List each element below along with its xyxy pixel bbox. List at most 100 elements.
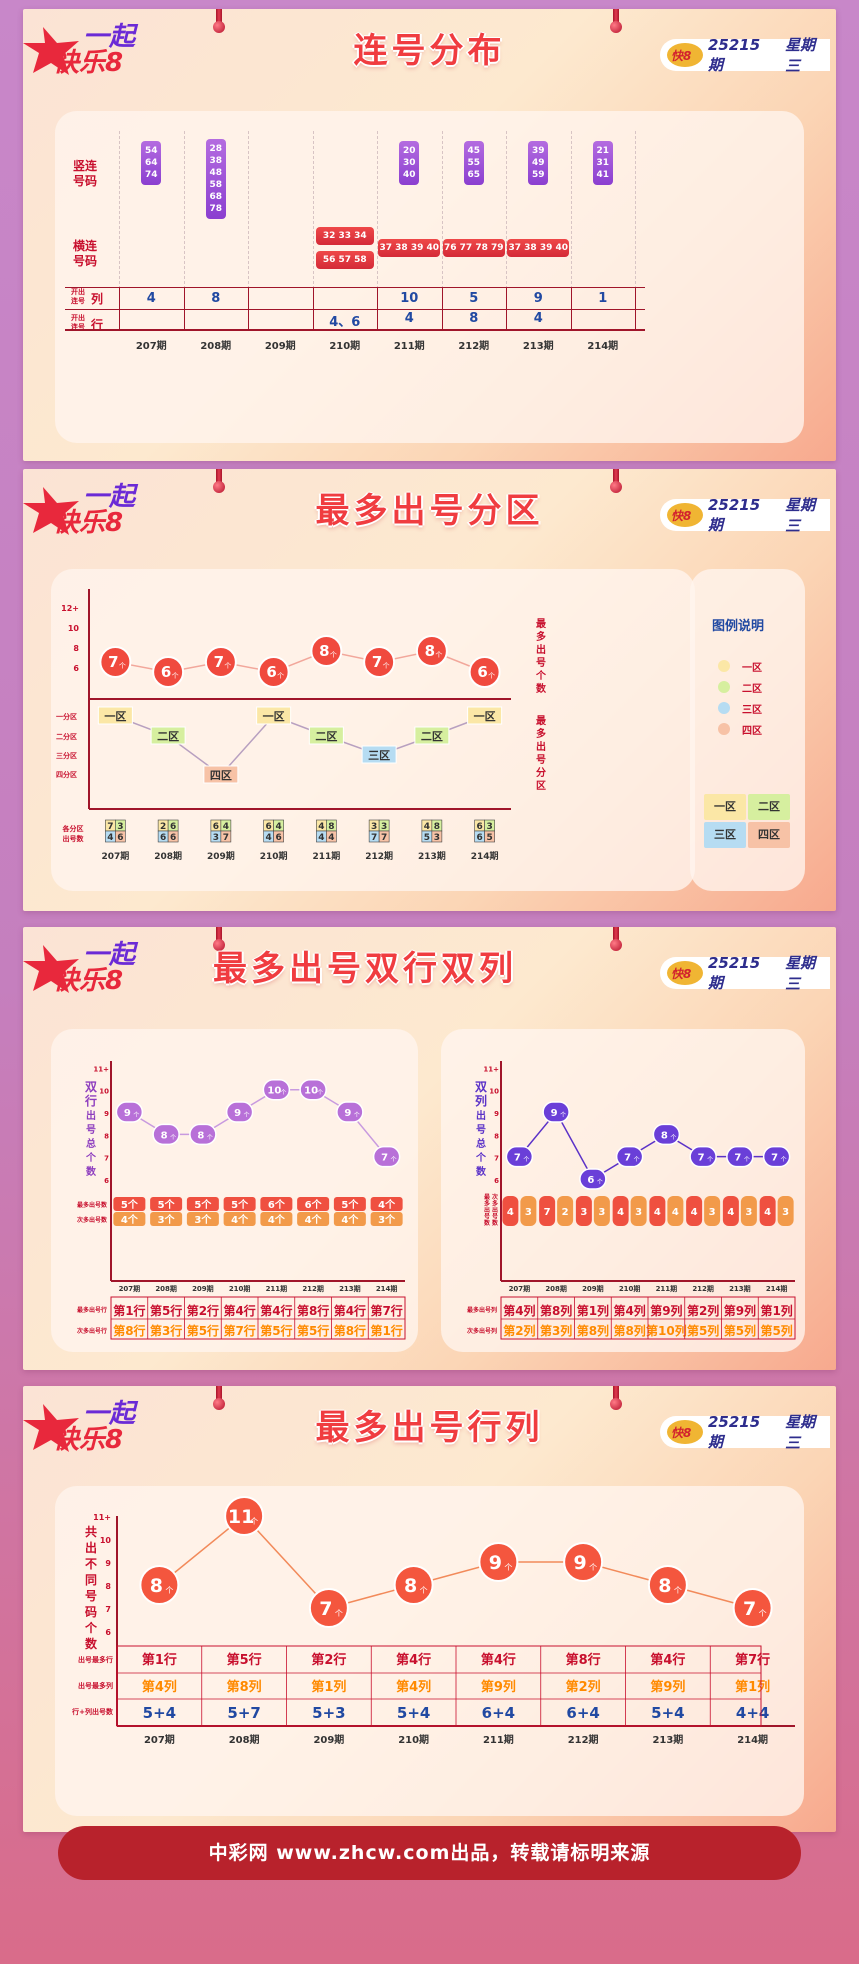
pair-cell — [115, 830, 126, 843]
svg-text:快乐8: 快乐8 — [53, 48, 123, 78]
legend-title: 图例说明 — [712, 619, 765, 634]
hook — [213, 1386, 225, 1410]
row-label-char: 最 — [484, 1193, 491, 1201]
issue-label: 214期 — [766, 1284, 788, 1293]
series-unit: 个 — [504, 1563, 512, 1572]
y-tick: 7 — [494, 1155, 499, 1163]
y-tick: 9 — [105, 1559, 111, 1568]
double-rows-card: 11+ 10 9 8 7 6 双行出号总个数 9 个 207期 8 个 208期 8 个 209期 9 个 210期… — [51, 1029, 418, 1352]
pair-cell — [167, 830, 179, 843]
series-node — [224, 1496, 265, 1536]
series-node — [652, 1123, 681, 1146]
consecutive-card: 竖连 号码 横连 号码 开出 连号 列 开出 连号 行 207期 54 64 74 4 2… — [55, 111, 804, 443]
y-tick: 10 — [489, 1088, 499, 1096]
rank-second: 第2列 — [503, 1323, 535, 1338]
issue-label: 214期 — [376, 1284, 398, 1293]
count-unit: 个 — [330, 651, 337, 659]
series-value: 7 — [698, 1153, 705, 1164]
series-value: 8 — [161, 1130, 168, 1141]
row-count: 4 — [404, 311, 414, 326]
y-axis-char: 出 — [476, 1109, 486, 1122]
pair-value: 4 — [107, 833, 113, 843]
pair-value: 3 — [117, 822, 123, 832]
pair-value: 4 — [223, 822, 229, 832]
vertical-number: 40 — [402, 170, 416, 180]
series-value: 11 — [228, 1506, 254, 1528]
max-count-cell — [297, 1197, 330, 1211]
rank-second: 第8行 — [113, 1323, 145, 1338]
max-count: 5个 — [158, 1198, 176, 1211]
row-label-char: 数 — [492, 1219, 499, 1227]
svg-text:快乐8: 快乐8 — [53, 966, 123, 996]
issue-label: 208期 — [154, 850, 182, 862]
pair-value: 4 — [318, 833, 324, 843]
rank-col: 第9列 — [481, 1679, 516, 1695]
brand-logo: 一起 快乐8 — [23, 22, 139, 78]
row-label-char: 号 — [492, 1213, 498, 1221]
second-count: 3 — [598, 1207, 605, 1218]
y-axis-char: 总 — [86, 1137, 96, 1150]
series-value: 7 — [743, 1598, 756, 1620]
max-count: 5个 — [194, 1198, 212, 1211]
rank-col: 第8列 — [227, 1679, 262, 1695]
y-tick: 11+ — [93, 1513, 111, 1522]
horizontal-consecutive: 32 33 34 — [315, 227, 374, 245]
vertical-number: 55 — [467, 158, 481, 168]
issue-label: 210期 — [619, 1284, 641, 1293]
rank-max: 第8列 — [540, 1303, 572, 1318]
issue-label: 212期 — [458, 341, 490, 352]
zone-value: 一区 — [104, 710, 126, 723]
issue-label: 207期 — [509, 1284, 531, 1293]
count-value: 7 — [108, 653, 118, 671]
zone-value: 一区 — [263, 710, 285, 723]
series-node — [189, 1123, 217, 1146]
vertical-number: 30 — [402, 158, 416, 168]
panel-rowcol: 一起 快乐8 最多出号行列 快8 25215期 星期三 11+ 10 9 8 7 6 共出不… — [23, 1386, 836, 1832]
svg-text:快8: 快8 — [671, 967, 691, 981]
issue-label: 212期 — [568, 1733, 599, 1746]
legend-label: 三区 — [742, 705, 762, 716]
series-value: 8 — [404, 1575, 417, 1597]
horizontal-consecutive: 56 57 58 — [315, 251, 374, 269]
count-value: 7 — [214, 653, 224, 671]
page-title: 连号分布 — [353, 31, 506, 71]
y-tick: 10 — [68, 624, 80, 633]
y-tick: 11+ — [483, 1065, 499, 1073]
series-node — [647, 1565, 688, 1605]
issue-label: 207期 — [101, 850, 129, 862]
hook — [610, 1386, 622, 1410]
series-unit: 个 — [560, 1112, 566, 1119]
rank-second: 第3列 — [540, 1323, 572, 1338]
pair-cell — [220, 830, 232, 843]
max-count-cell — [686, 1196, 703, 1226]
count-value: 7 — [372, 653, 382, 671]
second-count: 3 — [782, 1207, 789, 1218]
series-unit: 个 — [250, 1517, 258, 1526]
rank-col: 第1列 — [735, 1679, 770, 1695]
pair-value: 6 — [170, 822, 176, 832]
row-label: 次多出号行 — [77, 1327, 107, 1335]
series-value: 7 — [624, 1153, 631, 1164]
sum-value: 6+4 — [482, 1704, 515, 1722]
second-count-cell — [150, 1212, 183, 1226]
series-node — [563, 1542, 604, 1582]
issue-label: 211期 — [483, 1733, 514, 1746]
series-unit: 个 — [317, 1090, 323, 1097]
series-unit: 个 — [391, 1157, 397, 1164]
rank-row: 第4行 — [481, 1652, 516, 1668]
row-label-char: 多 — [492, 1200, 498, 1208]
pair-value: 4 — [265, 833, 271, 843]
max-count: 5个 — [231, 1198, 249, 1211]
svg-text:快8: 快8 — [671, 509, 691, 523]
row-label-char: 次 — [492, 1193, 498, 1201]
svg-text:一起: 一起 — [83, 22, 139, 52]
issue-number: 25215期 — [708, 1412, 761, 1451]
row-count: 8 — [469, 311, 479, 326]
rank-max: 第5行 — [150, 1303, 182, 1318]
legend-grid-cell: 一区 — [704, 794, 746, 820]
pair-value: 7 — [223, 833, 229, 843]
second-count-cell — [113, 1212, 146, 1226]
pair-value: 3 — [486, 822, 492, 832]
right-axis-char: 多 — [536, 630, 546, 643]
